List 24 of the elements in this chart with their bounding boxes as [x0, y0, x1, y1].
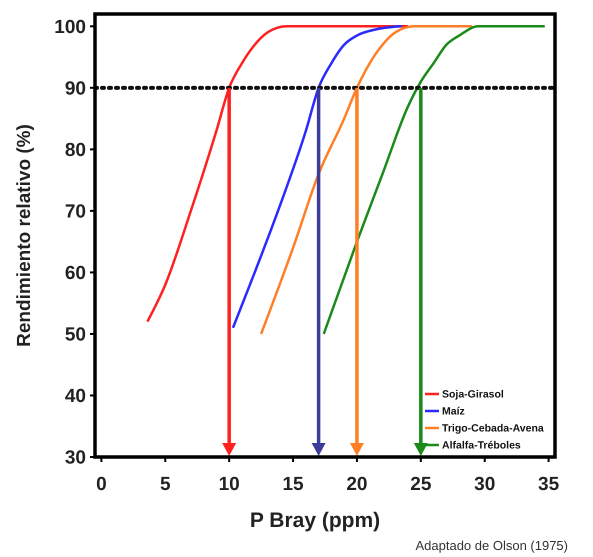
x-tick-label: 0 — [96, 474, 107, 495]
text: Adaptado de Olson (1975) — [416, 538, 568, 553]
y-tick-label: 30 — [64, 448, 86, 469]
x-tick-label: 15 — [282, 474, 304, 495]
y-tick-label: 40 — [64, 386, 86, 408]
legend-label: Soja-Girasol — [442, 388, 504, 401]
y-tick-label: 60 — [64, 263, 86, 284]
x-tick-label: 5 — [160, 474, 171, 495]
y-tick-label: 50 — [64, 324, 86, 346]
x-tick-label: 20 — [346, 474, 368, 495]
x-tick-label: 30 — [474, 474, 496, 495]
y-tick-label: 100 — [54, 16, 86, 38]
y-tick-label: 90 — [64, 78, 86, 100]
x-tick-label: 25 — [410, 474, 432, 495]
y-tick-label: 80 — [64, 140, 86, 162]
legend-label: Maíz — [442, 406, 465, 418]
legend-label: Trigo-Cebada-Avena — [442, 422, 544, 435]
x-tick-label: 35 — [538, 474, 560, 495]
y-tick-label: 70 — [64, 202, 86, 223]
legend-label: Alfalfa-Tréboles — [442, 440, 521, 452]
x-tick-label: 10 — [218, 474, 240, 495]
x-axis-title: P Bray (ppm) — [250, 509, 380, 532]
line-series — [232, 25, 403, 330]
y-axis-title: Rendimiento relativo (%) — [14, 124, 35, 347]
